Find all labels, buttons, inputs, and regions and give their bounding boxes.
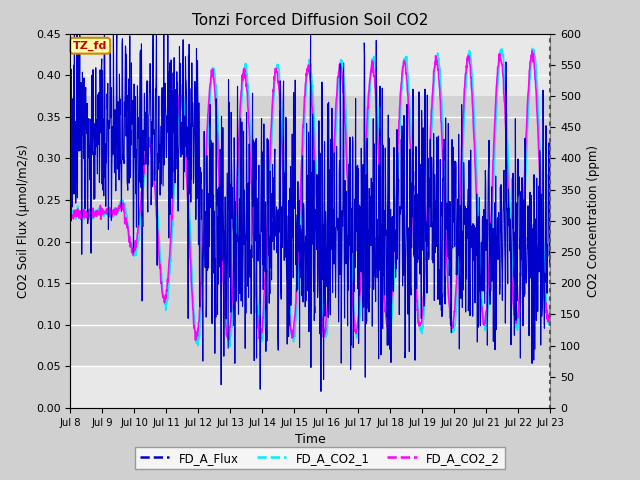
Y-axis label: CO2 Concentration (ppm): CO2 Concentration (ppm) — [587, 145, 600, 297]
Text: TZ_fd: TZ_fd — [73, 41, 108, 51]
Legend: FD_A_Flux, FD_A_CO2_1, FD_A_CO2_2: FD_A_Flux, FD_A_CO2_1, FD_A_CO2_2 — [135, 447, 505, 469]
Title: Tonzi Forced Diffusion Soil CO2: Tonzi Forced Diffusion Soil CO2 — [192, 13, 429, 28]
Y-axis label: CO2 Soil Flux (μmol/m2/s): CO2 Soil Flux (μmol/m2/s) — [17, 144, 30, 298]
Bar — [70, 96, 550, 366]
X-axis label: Time: Time — [295, 433, 326, 446]
